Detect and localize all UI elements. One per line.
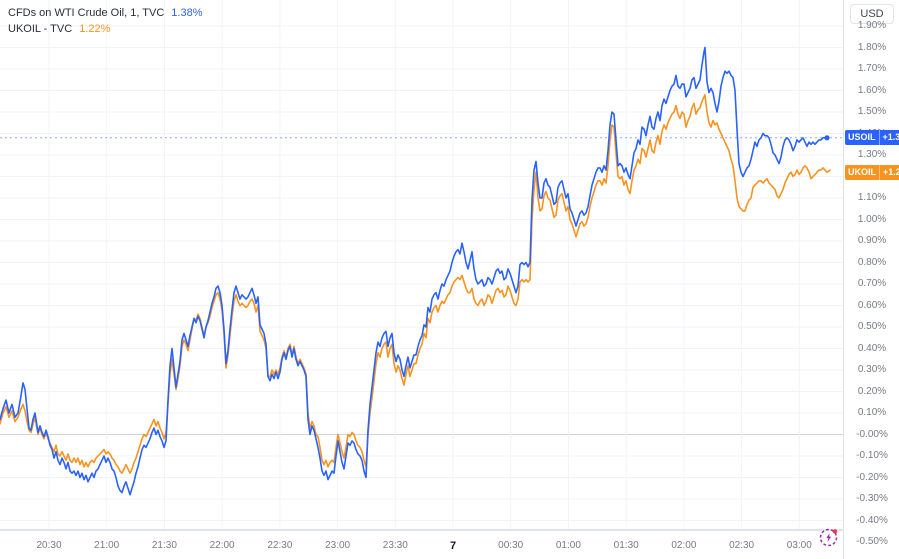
legend-main-series[interactable]: CFDs on WTI Crude Oil, 1, TVC 1.38% bbox=[8, 5, 202, 21]
chart-legend: CFDs on WTI Crude Oil, 1, TVC 1.38% UKOI… bbox=[8, 5, 202, 37]
time-axis-label: 22:00 bbox=[209, 540, 235, 551]
time-axis-label: 21:00 bbox=[94, 540, 120, 551]
compare-series-title: UKOIL - TVC bbox=[8, 23, 73, 35]
time-axis-label: 00:30 bbox=[498, 540, 524, 551]
price-label-usoil: USOIL+1.38% bbox=[845, 130, 899, 146]
time-axis-label: 23:00 bbox=[325, 540, 351, 551]
price-axis-label: 0.40% bbox=[857, 342, 887, 354]
time-axis-label: 03:00 bbox=[786, 540, 812, 551]
time-axis-label: 23:30 bbox=[382, 540, 408, 551]
legend-compare-series[interactable]: UKOIL - TVC 1.22% bbox=[8, 21, 202, 37]
price-axis-label: 0.30% bbox=[857, 364, 887, 375]
price-axis-label: 1.80% bbox=[857, 41, 887, 53]
time-axis-day-label: 7 bbox=[449, 540, 457, 552]
price-axis-label: -0.40% bbox=[856, 514, 888, 526]
main-series-change-value: 1.38% bbox=[171, 7, 203, 19]
price-axis-label: 1.90% bbox=[857, 20, 887, 31]
price-axis-label: 0.20% bbox=[857, 385, 887, 397]
badge-value: +1.22% bbox=[883, 166, 899, 177]
compare-series-change-value: 1.22% bbox=[79, 23, 111, 35]
price-axis-label: 1.00% bbox=[857, 213, 887, 225]
price-label-ukoil: UKOIL+1.22% bbox=[845, 164, 899, 180]
price-axis-label: -0.20% bbox=[856, 471, 888, 483]
time-axis[interactable]: 20:30 21:00 21:30 22:00 22:30 23:00 23:30 7 00:3… bbox=[0, 530, 899, 559]
currency-toggle-button[interactable]: USD bbox=[850, 4, 894, 24]
main-series-title: CFDs on WTI Crude Oil, 1, TVC bbox=[8, 7, 165, 19]
badge-symbol: USOIL bbox=[845, 130, 880, 146]
market-status-icon[interactable] bbox=[817, 525, 841, 549]
status-dashed-circle bbox=[819, 528, 838, 547]
price-axis-label: -0.50% bbox=[856, 536, 888, 547]
time-axis-label: 21:30 bbox=[151, 540, 177, 551]
status-alert-dot bbox=[832, 529, 838, 534]
time-axis-label: 20:30 bbox=[36, 540, 62, 551]
price-axis-label: 0.50% bbox=[857, 321, 887, 332]
price-axis-label: 1.50% bbox=[857, 106, 887, 117]
lightning-bolt-icon bbox=[826, 533, 832, 542]
time-axis-label: 01:30 bbox=[613, 540, 639, 551]
ukoil-series-line bbox=[0, 94, 831, 474]
price-axis[interactable]: USD 1.90%1.80%1.70%1.60%1.50%1.40%1.30%1… bbox=[843, 0, 899, 559]
price-axis-label: -0.00% bbox=[856, 428, 888, 440]
price-axis-label: 1.70% bbox=[857, 63, 887, 74]
price-axis-label: 0.60% bbox=[857, 299, 887, 311]
price-axis-label: -0.10% bbox=[856, 450, 888, 461]
time-axis-label: 22:30 bbox=[267, 540, 293, 551]
price-axis-label: -0.30% bbox=[856, 493, 888, 504]
last-price-dot bbox=[824, 135, 830, 141]
price-axis-label: 0.10% bbox=[857, 407, 887, 418]
time-axis-label: 02:30 bbox=[729, 540, 755, 551]
badge-symbol: UKOIL bbox=[845, 164, 880, 180]
badge-value: +1.38% bbox=[882, 132, 899, 143]
price-axis-label: 0.70% bbox=[857, 278, 887, 289]
price-axis-label: 1.60% bbox=[857, 84, 887, 96]
price-axis-label: 1.10% bbox=[857, 192, 887, 203]
usoil-series-line bbox=[0, 46, 828, 496]
time-axis-label: 01:00 bbox=[555, 540, 581, 551]
price-axis-label: 0.80% bbox=[857, 256, 887, 268]
price-axis-label: 1.30% bbox=[857, 149, 887, 160]
time-axis-label: 02:00 bbox=[671, 540, 697, 551]
price-axis-label: 0.90% bbox=[857, 235, 887, 246]
